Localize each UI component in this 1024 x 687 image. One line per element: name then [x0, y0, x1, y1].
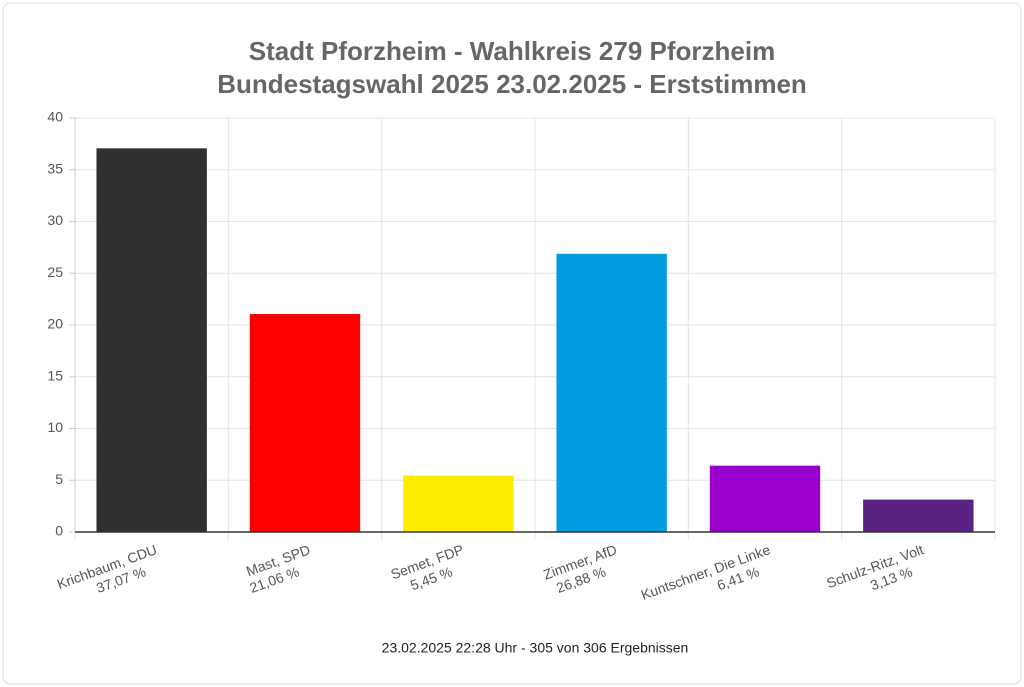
bar [556, 253, 667, 533]
y-tick-label: 15 [47, 367, 63, 383]
chart-title: Stadt Pforzheim - Wahlkreis 279 Pforzhei… [249, 36, 775, 66]
y-tick-label: 0 [55, 523, 63, 539]
y-tick-label: 5 [55, 471, 63, 487]
bar [249, 314, 361, 532]
bar [709, 465, 821, 532]
y-tick-label: 20 [47, 316, 63, 332]
y-tick-label: 25 [47, 264, 63, 280]
bar [863, 499, 974, 532]
bar [403, 475, 514, 532]
chart-title: Bundestagswahl 2025 23.02.2025 - Erststi… [217, 69, 807, 99]
y-tick-label: 40 [47, 109, 63, 125]
y-tick-label: 10 [47, 419, 63, 435]
caption: 23.02.2025 22:28 Uhr - 305 von 306 Ergeb… [382, 640, 689, 656]
y-tick-label: 35 [47, 160, 63, 176]
y-tick-label: 30 [47, 212, 63, 228]
bar [96, 148, 207, 532]
